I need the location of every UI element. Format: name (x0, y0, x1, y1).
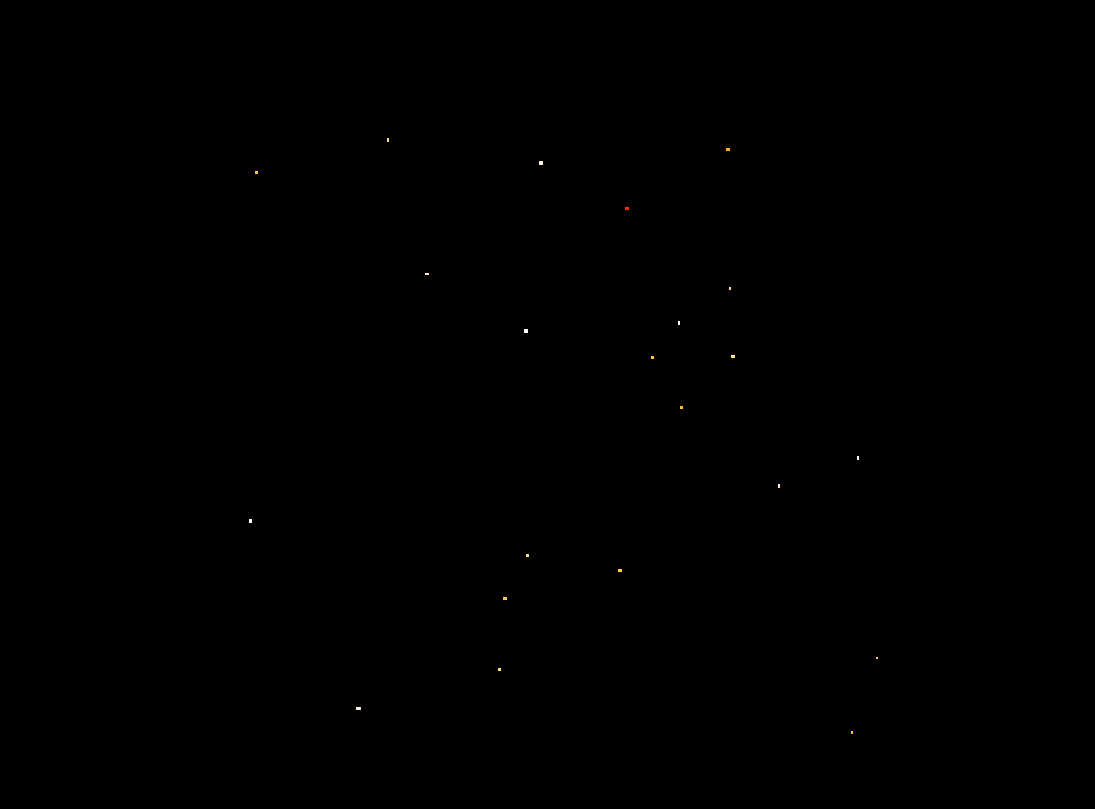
page-body (0, 0, 1095, 809)
spot (618, 569, 622, 572)
detector-image (0, 0, 1095, 809)
spot (726, 148, 730, 151)
spot (539, 161, 543, 165)
page: {} html, body { margin: 0; padding: 0; b… (0, 0, 1095, 809)
spot (526, 554, 529, 557)
spot (425, 273, 429, 275)
spot (249, 519, 252, 523)
spot (778, 484, 780, 488)
spot (387, 138, 389, 142)
spot (857, 456, 859, 460)
vertical-gap (800, 3, 806, 806)
spot (729, 287, 731, 290)
panel-row (10, 25, 1088, 208)
spot (851, 731, 853, 734)
panel-row (10, 626, 1088, 806)
spot (625, 207, 629, 210)
spot (255, 171, 258, 174)
spot (651, 356, 654, 359)
panel-row (10, 226, 1088, 408)
vertical-gap (335, 3, 342, 806)
spot (498, 668, 501, 671)
spot (731, 355, 735, 358)
spot (876, 657, 878, 659)
panel-row (10, 424, 1088, 608)
spot (503, 597, 507, 600)
spot (680, 406, 683, 409)
dead-region (10, 424, 540, 450)
spot (678, 321, 680, 325)
spot (524, 329, 528, 333)
spot (356, 707, 361, 710)
